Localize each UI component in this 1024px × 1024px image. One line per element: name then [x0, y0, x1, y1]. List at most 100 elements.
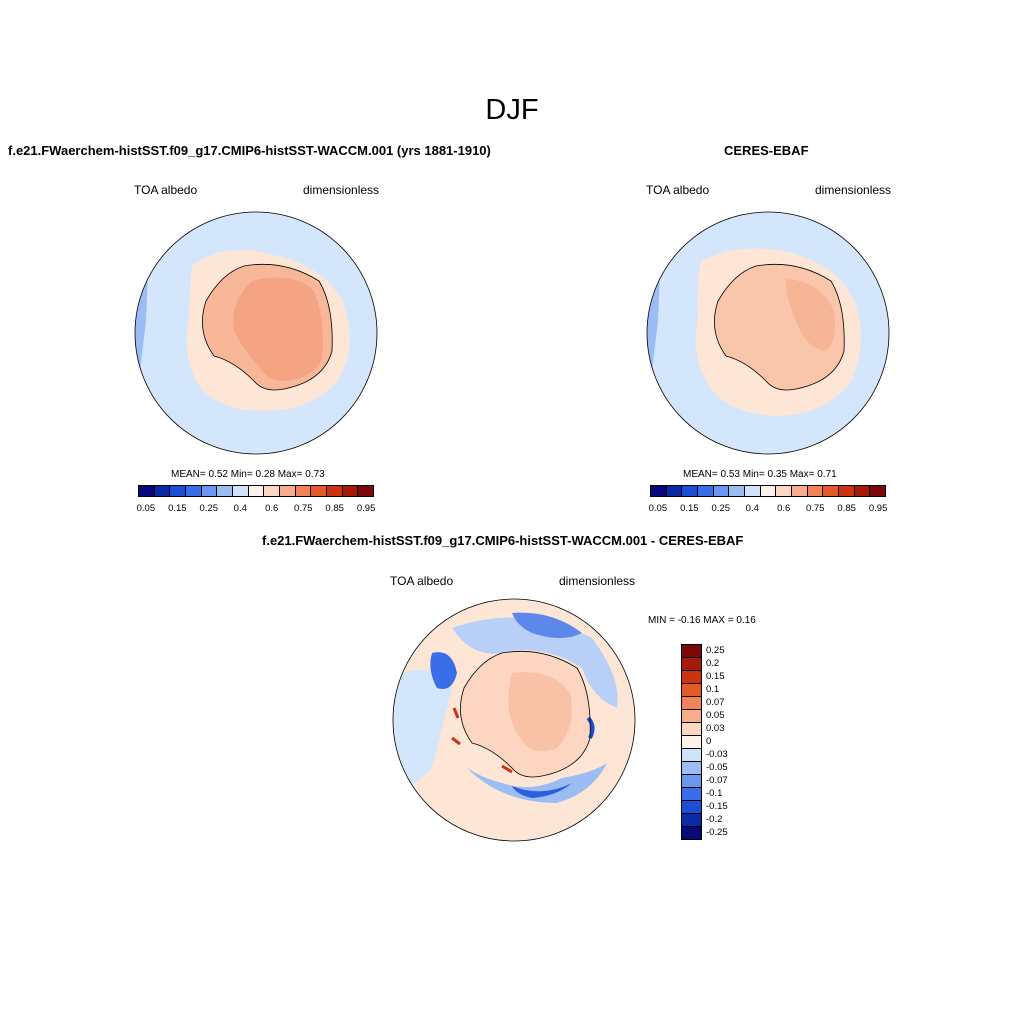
model-units-label: dimensionless	[303, 183, 380, 197]
colorbar-swatch	[776, 486, 793, 496]
model-stats: MEAN= 0.52 Min= 0.28 Max= 0.73	[171, 469, 325, 480]
colorbar-tick-label: 0.25	[706, 644, 725, 656]
colorbar-tick-label: -0.07	[706, 775, 728, 787]
colorbar-tick-label: 0.1	[706, 683, 720, 695]
colorbar-tick-label: 0.05	[648, 503, 668, 514]
colorbar-tick-label: 0.95	[356, 503, 376, 514]
model-colorbar-ticks: 0.05 0.15 0.25 0.4 0.6 0.75 0.85 0.95	[136, 503, 376, 515]
colorbar-tick-label: 0.95	[868, 503, 888, 514]
colorbar-tick-label: 0	[706, 736, 712, 747]
colorbar-tick-label: -0.1	[706, 788, 723, 800]
colorbar-swatch	[682, 671, 701, 684]
colorbar-swatch	[682, 684, 701, 697]
colorbar-swatch	[839, 486, 855, 496]
diff-units-label: dimensionless	[559, 574, 636, 588]
diff-colorbar	[681, 644, 702, 840]
colorbar-swatch	[698, 486, 714, 496]
colorbar-tick-label: 0.85	[325, 503, 344, 514]
colorbar-tick-label: 0.15	[168, 503, 187, 514]
model-colorbar	[138, 485, 374, 497]
coastline	[202, 263, 333, 391]
colorbar-swatch	[823, 486, 840, 496]
map-boundary	[392, 598, 636, 842]
colorbar-tick-label: 0.05	[706, 709, 725, 721]
colorbar-swatch	[233, 486, 249, 496]
colorbar-swatch	[154, 486, 171, 496]
colorbar-swatch	[682, 762, 701, 775]
colorbar-tick-label: 0.6	[777, 503, 791, 514]
colorbar-swatch	[248, 486, 265, 496]
colorbar-tick-label: 0.03	[706, 722, 725, 734]
obs-colorbar-ticks: 0.05 0.15 0.25 0.4 0.6 0.75 0.85 0.95	[648, 503, 888, 515]
colorbar-swatch	[682, 801, 701, 814]
colorbar-swatch	[682, 486, 699, 496]
colorbar-tick-label: 0.6	[265, 503, 279, 514]
colorbar-tick-label: 0.85	[837, 503, 856, 514]
colorbar-swatch	[186, 486, 202, 496]
model-variable-label: TOA albedo	[134, 183, 198, 197]
colorbar-swatch	[682, 775, 701, 788]
diff-stats: MIN = -0.16 MAX = 0.16	[648, 615, 756, 626]
map-boundary	[646, 211, 890, 455]
map-boundary	[134, 211, 378, 455]
colorbar-tick-label: 0.75	[293, 503, 313, 514]
colorbar-swatch	[807, 486, 824, 496]
obs-polar-map	[646, 211, 890, 455]
colorbar-swatch	[295, 486, 312, 496]
colorbar-swatch	[682, 723, 701, 736]
diff-colorbar-ticks: 0.25 0.2 0.15 0.1 0.07 0.05 0.03 0 -0.03 -0.05 -0.…	[706, 644, 766, 840]
diff-variable-label: TOA albedo	[390, 574, 454, 588]
colorbar-swatch	[682, 697, 701, 710]
colorbar-tick-label: 0.25	[199, 503, 219, 514]
obs-stats: MEAN= 0.53 Min= 0.35 Max= 0.71	[683, 469, 837, 480]
obs-units-label: dimensionless	[815, 183, 892, 197]
colorbar-tick-label: -0.2	[706, 814, 723, 826]
colorbar-tick-label: 0.4	[233, 503, 247, 514]
colorbar-tick-label: 0.07	[706, 696, 725, 708]
colorbar-swatch	[264, 486, 281, 496]
model-panel-title: f.e21.FWaerchem-histSST.f09_g17.CMIP6-hi…	[8, 143, 491, 158]
colorbar-tick-label: 0.05	[136, 503, 156, 514]
colorbar-swatch	[682, 645, 701, 658]
colorbar-tick-label: 0.2	[706, 657, 720, 669]
colorbar-tick-label: -0.03	[706, 749, 728, 761]
colorbar-tick-label: -0.25	[706, 827, 728, 839]
colorbar-swatch	[682, 749, 701, 762]
figure-title: DJF	[485, 94, 539, 126]
model-polar-map	[134, 211, 378, 455]
colorbar-swatch	[792, 486, 808, 496]
diff-panel-title: f.e21.FWaerchem-histSST.f09_g17.CMIP6-hi…	[262, 533, 744, 548]
colorbar-tick-label: -0.15	[706, 801, 728, 813]
colorbar-swatch	[342, 486, 359, 496]
colorbar-swatch	[682, 814, 701, 827]
colorbar-swatch	[651, 486, 667, 496]
diff-polar-map	[392, 598, 636, 842]
colorbar-swatch	[139, 486, 155, 496]
colorbar-swatch	[682, 827, 701, 839]
colorbar-swatch	[854, 486, 871, 496]
colorbar-swatch	[682, 736, 701, 749]
obs-panel-title: CERES-EBAF	[724, 143, 809, 158]
colorbar-swatch	[682, 710, 701, 723]
colorbar-tick-label: 0.25	[711, 503, 731, 514]
colorbar-swatch	[201, 486, 218, 496]
colorbar-swatch	[358, 486, 374, 496]
colorbar-swatch	[280, 486, 296, 496]
colorbar-tick-label: 0.75	[805, 503, 825, 514]
colorbar-tick-label: 0.15	[680, 503, 699, 514]
colorbar-swatch	[311, 486, 328, 496]
colorbar-tick-label: 0.4	[745, 503, 759, 514]
obs-colorbar	[650, 485, 886, 497]
colorbar-swatch	[870, 486, 886, 496]
colorbar-swatch	[666, 486, 683, 496]
colorbar-swatch	[745, 486, 761, 496]
colorbar-swatch	[682, 658, 701, 671]
colorbar-tick-label: 0.15	[706, 670, 725, 682]
obs-variable-label: TOA albedo	[646, 183, 710, 197]
coastline	[460, 650, 591, 778]
colorbar-swatch	[760, 486, 777, 496]
coastline	[714, 263, 845, 391]
colorbar-swatch	[682, 788, 701, 801]
colorbar-swatch	[327, 486, 343, 496]
colorbar-swatch	[713, 486, 730, 496]
